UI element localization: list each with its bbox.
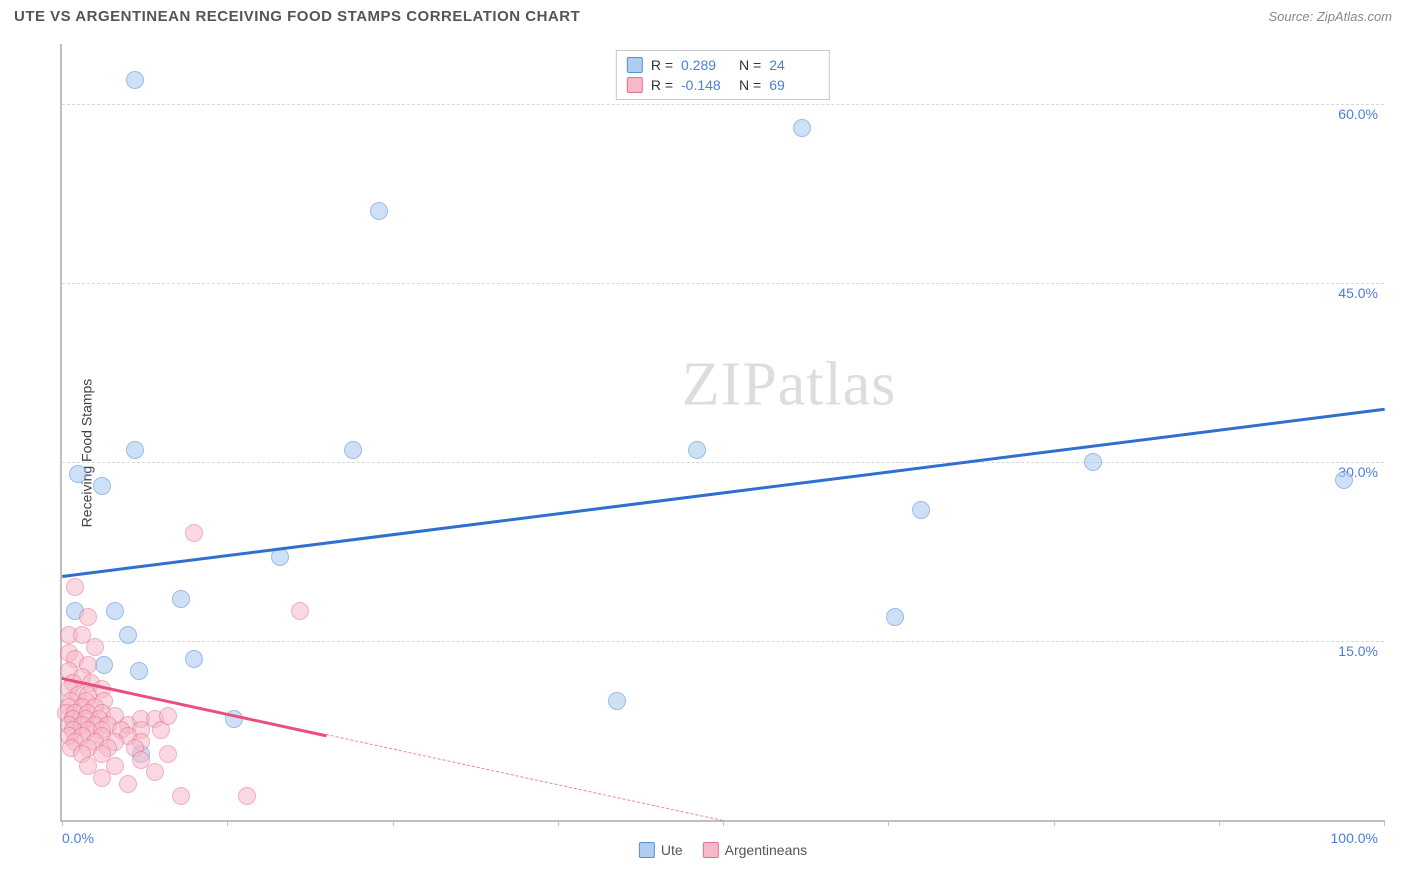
legend-swatch [703,842,719,858]
n-value: 69 [769,77,819,93]
data-point [370,202,388,220]
x-tick-label: 0.0% [62,830,94,846]
data-point [95,656,113,674]
r-value: 0.289 [681,57,731,73]
data-point [86,638,104,656]
legend-label: Ute [661,842,683,858]
data-point [688,441,706,459]
data-point [130,662,148,680]
legend-label: Argentineans [725,842,808,858]
x-tick [227,820,228,826]
n-value: 24 [769,57,819,73]
data-point [159,745,177,763]
data-point [93,769,111,787]
r-label: R = [651,57,673,73]
data-point [119,626,137,644]
data-point [106,602,124,620]
x-tick-label: 100.0% [1331,830,1378,846]
legend-swatch [627,77,643,93]
trend-line [62,408,1384,578]
data-point [172,590,190,608]
x-tick [393,820,394,826]
data-point [793,119,811,137]
n-label: N = [739,57,761,73]
x-tick [888,820,889,826]
data-point [159,707,177,725]
data-point [66,578,84,596]
data-point [126,71,144,89]
y-tick-label: 15.0% [1338,643,1378,659]
r-label: R = [651,77,673,93]
data-point [1084,453,1102,471]
data-point [608,692,626,710]
x-tick [1054,820,1055,826]
data-point [93,477,111,495]
x-tick [62,820,63,826]
watermark: ZIPatlas [682,350,897,421]
data-point [185,524,203,542]
data-point [185,650,203,668]
data-point [119,775,137,793]
legend-item: Ute [639,842,683,858]
data-point [291,602,309,620]
gridline [62,641,1384,642]
source-label: Source: ZipAtlas.com [1268,9,1392,24]
data-point [69,465,87,483]
data-point [886,608,904,626]
legend-swatch [639,842,655,858]
data-point [912,501,930,519]
legend-swatch [627,57,643,73]
series-legend: Ute Argentineans [639,842,807,858]
data-point [238,787,256,805]
data-point [344,441,362,459]
trend-line [326,734,723,821]
n-label: N = [739,77,761,93]
data-point [146,763,164,781]
y-tick-label: 60.0% [1338,106,1378,122]
data-point [79,608,97,626]
data-point [126,441,144,459]
chart-container: Receiving Food Stamps ZIPatlas R =0.289N… [14,40,1392,866]
data-point [1335,471,1353,489]
x-tick [1384,820,1385,826]
y-tick-label: 45.0% [1338,285,1378,301]
x-tick [558,820,559,826]
x-tick [1219,820,1220,826]
x-tick [723,820,724,826]
chart-title: UTE VS ARGENTINEAN RECEIVING FOOD STAMPS… [14,8,580,25]
gridline [62,104,1384,105]
legend-stat-row: R = 0.289 N = 24 [627,55,819,75]
stats-legend: R = 0.289 N = 24 R = -0.148 N = 69 [616,50,830,100]
r-value: -0.148 [681,77,731,93]
legend-item: Argentineans [703,842,808,858]
gridline [62,283,1384,284]
gridline [62,462,1384,463]
legend-stat-row: R = -0.148 N = 69 [627,75,819,95]
plot-area: ZIPatlas R =0.289N =24R =-0.148N =69 Ute… [60,44,1384,822]
data-point [172,787,190,805]
